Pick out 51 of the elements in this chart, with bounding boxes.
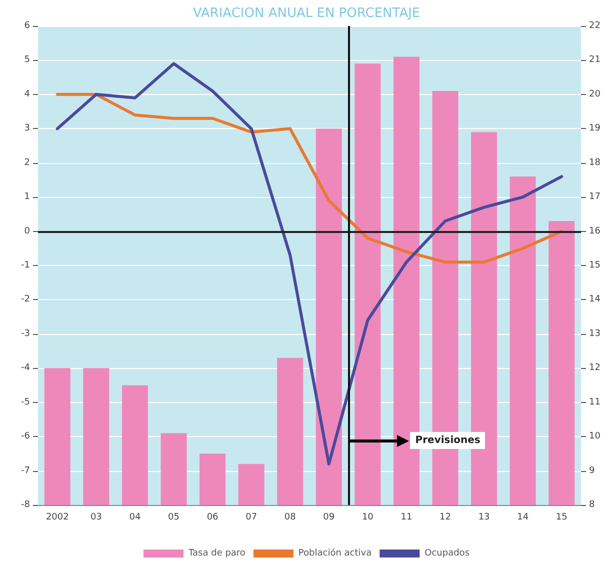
x-tick-label: 12 (440, 512, 451, 522)
legend-label: Población activa (298, 548, 372, 558)
x-tick-label: 08 (284, 512, 296, 522)
y2-tick-label: 13 (589, 328, 600, 339)
x-tick-label: 09 (323, 512, 335, 522)
y-tick-label: -2 (21, 294, 30, 305)
y-tick-label: -4 (21, 363, 30, 374)
x-tick-label: 11 (400, 512, 412, 522)
y2-tick-label: 19 (589, 124, 601, 134)
y2-tick-label: 10 (589, 432, 601, 442)
x-tick-label: 15 (556, 512, 568, 522)
y2-tick-label: 20 (589, 89, 601, 100)
y2-tick-label: 14 (589, 294, 601, 305)
line-series (56, 92, 564, 264)
y-tick-label: -8 (21, 500, 30, 510)
x-tick-label: 07 (246, 512, 258, 522)
y-tick-label: 4 (24, 89, 30, 100)
y-tick-label: -5 (21, 397, 30, 408)
y-tick-label: -6 (21, 432, 30, 442)
chart-title: VARIACION ANUAL EN PORCENTAJE (192, 6, 420, 21)
x-tick-label: 10 (362, 512, 374, 522)
y-tick-label: 2 (24, 158, 30, 168)
y-tick-label: -3 (21, 328, 30, 339)
x-tick-label: 2002 (46, 512, 69, 522)
y-tick-label: -7 (21, 466, 30, 476)
legend-label: Ocupados (424, 548, 470, 558)
y2-tick-label: 11 (589, 397, 600, 408)
x-tick-label: 13 (478, 512, 490, 522)
y2-tick-label: 9 (589, 466, 595, 476)
y2-tick-label: 17 (589, 192, 600, 202)
y2-tick-label: 12 (589, 363, 600, 374)
y2-tick-label: 16 (589, 226, 601, 236)
x-tick-label: 03 (90, 512, 102, 522)
legend-label: Tasa de paro (188, 548, 246, 558)
y2-tick-label: 21 (589, 55, 600, 66)
x-tick-label: 05 (168, 512, 180, 522)
x-tick-label: 06 (206, 512, 219, 522)
x-tick-label: 04 (129, 512, 141, 522)
annotation: Previsiones (410, 432, 486, 449)
y-tick-label: 6 (24, 21, 30, 31)
y-tick-label: 5 (24, 55, 30, 66)
line-series (56, 62, 564, 466)
y2-tick-label: 15 (589, 260, 600, 270)
y2-tick-label: 18 (589, 158, 601, 168)
y2-tick-label: 8 (589, 500, 595, 510)
y-tick-label: 3 (24, 124, 30, 134)
y-tick-label: 1 (24, 192, 30, 202)
y-tick-label: -1 (21, 260, 30, 270)
y-tick-label: 0 (24, 226, 30, 236)
x-tick-label: 14 (517, 512, 529, 522)
y2-tick-label: 22 (589, 21, 600, 31)
